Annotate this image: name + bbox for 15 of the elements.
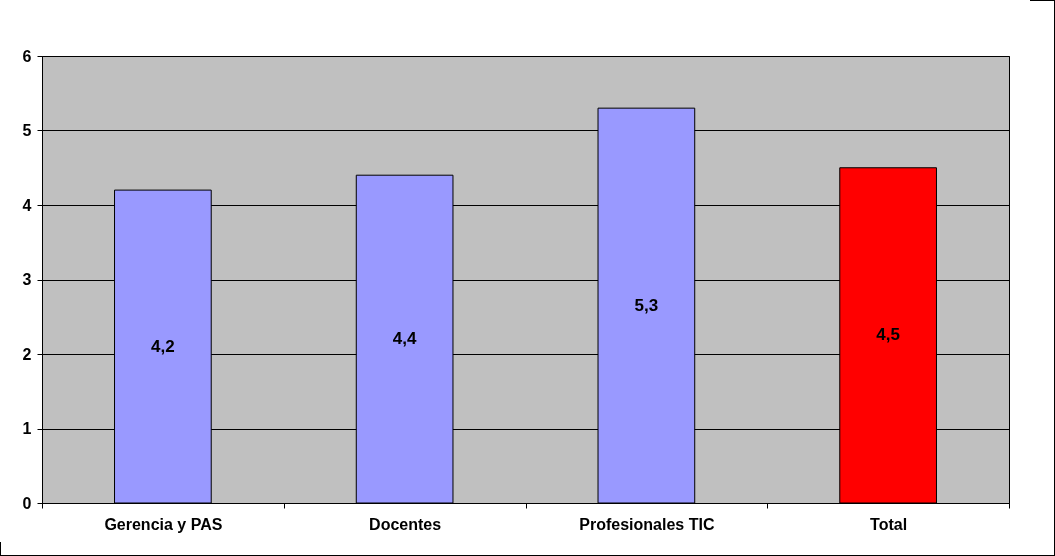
x-tick-label: Docentes [369, 515, 442, 533]
x-tick-label: Total [870, 515, 908, 533]
data-label: 4,5 [876, 325, 900, 345]
y-tick-label: 3 [22, 271, 32, 288]
data-label: 4,2 [151, 336, 175, 356]
y-tick-label: 6 [22, 47, 32, 65]
y-tick-label: 5 [22, 122, 32, 139]
y-tick-label: 0 [22, 494, 32, 512]
y-tick-label: 2 [22, 345, 32, 363]
y-tick-label: 4 [22, 196, 32, 214]
x-tick-label: Gerencia y PAS [104, 515, 223, 533]
data-label: 4,4 [392, 329, 417, 349]
data-label: 5,3 [634, 295, 659, 315]
x-tick-label: Profesionales TIC [579, 515, 715, 533]
y-tick-label: 1 [22, 420, 32, 437]
